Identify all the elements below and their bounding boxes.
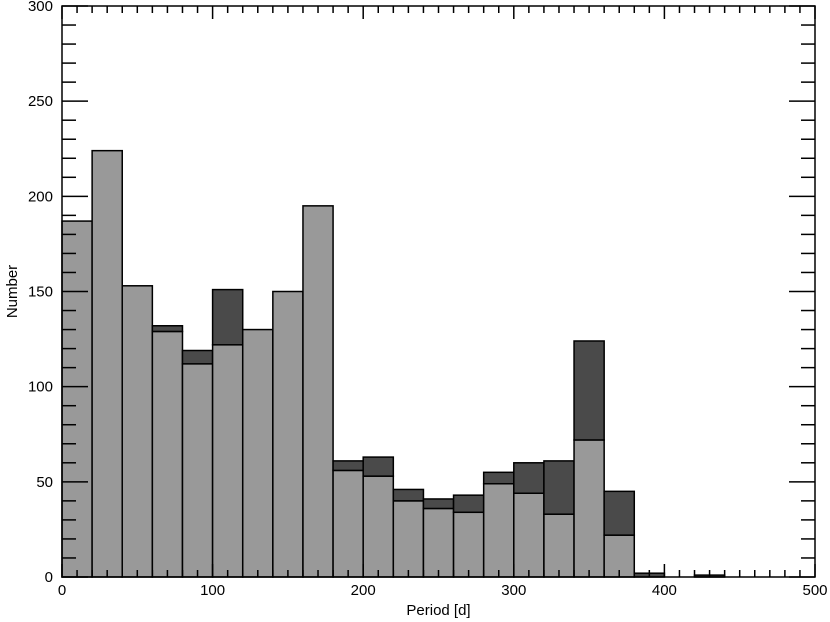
bar-series2-bin-260	[452, 494, 485, 514]
y-tick-label-0: 0	[45, 569, 53, 586]
y-tick-label-150: 150	[28, 284, 53, 301]
y-tick-label-100: 100	[28, 379, 53, 396]
y-tick-label-250: 250	[28, 93, 53, 110]
bar-series2-bin-200	[362, 456, 395, 477]
bars-layer	[61, 149, 726, 578]
bar-series2-bin-340	[573, 340, 605, 441]
bar-series1-bin-0	[61, 220, 93, 578]
bar-series1-bin-200	[362, 475, 395, 578]
y-axis-label: Number	[4, 265, 21, 318]
bar-series1-bin-280	[482, 482, 515, 578]
bar-series2-bin-180	[332, 460, 364, 472]
x-axis-label: Period [d]	[406, 602, 470, 619]
bar-series2-bin-300	[513, 462, 545, 495]
bar-series1-bin-240	[422, 507, 455, 578]
bar-series1-bin-100	[211, 344, 244, 578]
y-tick-label-300: 300	[28, 0, 53, 15]
y-tick-label-50: 50	[36, 474, 53, 491]
bar-series1-bin-80	[181, 363, 214, 578]
bar-series1-bin-140	[272, 290, 304, 578]
bar-series2-bin-60	[151, 325, 184, 333]
bar-series2-bin-80	[181, 349, 214, 365]
bar-series2-bin-100	[211, 288, 244, 346]
tick-labels-layer: 0 100 200 300 400 500 0 50 100 150 200 250 300	[28, 0, 828, 599]
bar-series1-bin-340	[573, 439, 605, 578]
ticks-layer	[61, 5, 816, 578]
bar-series1-bin-180	[332, 469, 364, 578]
bar-series1-bin-220	[392, 500, 425, 578]
bar-series1-bin-120	[241, 328, 274, 578]
bar-series1-bin-160	[302, 205, 334, 578]
bar-series2-bin-240	[422, 498, 455, 510]
bar-series2-bin-320	[543, 460, 575, 515]
x-tick-label-300: 300	[501, 582, 526, 599]
bar-series1-bin-40	[121, 285, 154, 578]
x-tick-label-100: 100	[200, 582, 225, 599]
bar-series2-bin-280	[482, 471, 515, 485]
bar-series1-bin-300	[513, 492, 545, 578]
plot-frame	[61, 5, 816, 578]
x-tick-label-400: 400	[652, 582, 677, 599]
y-tick-label-200: 200	[28, 188, 53, 205]
bar-series1-bin-20	[91, 149, 123, 578]
bar-series1-bin-60	[151, 330, 184, 578]
bar-series2-bin-220	[392, 488, 425, 502]
x-tick-label-0: 0	[58, 582, 66, 599]
bar-series1-bin-320	[543, 513, 575, 578]
x-tick-label-500: 500	[802, 582, 827, 599]
bar-series1-bin-260	[452, 511, 485, 578]
x-tick-label-200: 200	[351, 582, 376, 599]
bar-series2-bin-360	[603, 490, 636, 536]
